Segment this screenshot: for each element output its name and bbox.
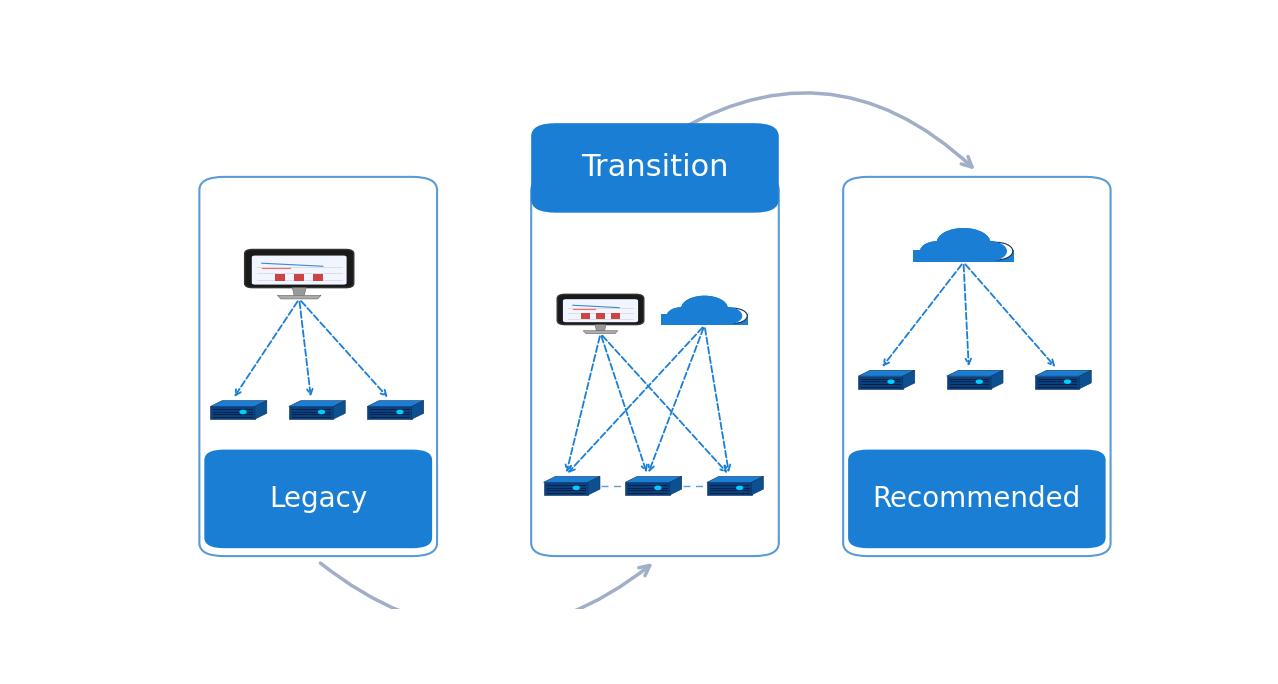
Circle shape: [979, 242, 1013, 260]
Circle shape: [397, 410, 403, 414]
FancyBboxPatch shape: [562, 299, 638, 322]
FancyBboxPatch shape: [843, 177, 1111, 556]
Polygon shape: [947, 370, 1003, 376]
Polygon shape: [670, 477, 681, 495]
Polygon shape: [992, 370, 1003, 389]
Circle shape: [722, 310, 744, 322]
Polygon shape: [1035, 370, 1091, 376]
Circle shape: [679, 306, 708, 321]
Circle shape: [667, 308, 698, 324]
Polygon shape: [277, 295, 321, 299]
Circle shape: [983, 244, 1010, 258]
Text: Legacy: Legacy: [270, 485, 367, 513]
Circle shape: [682, 296, 727, 321]
Polygon shape: [412, 401, 424, 419]
FancyBboxPatch shape: [557, 294, 644, 325]
FancyBboxPatch shape: [532, 123, 778, 213]
Polygon shape: [334, 401, 345, 419]
Polygon shape: [902, 370, 915, 389]
Bar: [596, 313, 606, 319]
Polygon shape: [1035, 376, 1080, 389]
Circle shape: [736, 486, 743, 490]
Polygon shape: [625, 482, 670, 495]
Circle shape: [718, 308, 748, 324]
Polygon shape: [947, 376, 992, 389]
Polygon shape: [211, 406, 254, 419]
Polygon shape: [543, 482, 588, 495]
Polygon shape: [661, 315, 749, 326]
Text: Recommended: Recommended: [873, 485, 1081, 513]
Polygon shape: [625, 477, 681, 482]
FancyArrowPatch shape: [657, 93, 973, 167]
Circle shape: [679, 306, 708, 321]
FancyArrowPatch shape: [321, 563, 649, 629]
Polygon shape: [543, 477, 599, 482]
Circle shape: [667, 308, 698, 324]
Circle shape: [970, 241, 1006, 261]
Polygon shape: [289, 406, 334, 419]
Bar: [294, 274, 304, 280]
Bar: [611, 313, 621, 319]
Bar: [313, 274, 323, 280]
Circle shape: [702, 306, 730, 321]
Circle shape: [934, 239, 967, 256]
Polygon shape: [367, 401, 424, 406]
Circle shape: [1065, 380, 1071, 383]
Polygon shape: [1080, 370, 1091, 389]
Circle shape: [976, 380, 983, 383]
Circle shape: [970, 241, 1006, 261]
Circle shape: [937, 228, 989, 256]
Polygon shape: [211, 401, 267, 406]
Circle shape: [656, 486, 661, 490]
Polygon shape: [293, 288, 307, 295]
Polygon shape: [367, 406, 412, 419]
FancyBboxPatch shape: [252, 256, 346, 285]
Polygon shape: [912, 250, 988, 262]
Polygon shape: [289, 401, 345, 406]
Circle shape: [888, 380, 895, 383]
FancyBboxPatch shape: [244, 250, 354, 288]
Circle shape: [960, 239, 993, 256]
FancyBboxPatch shape: [849, 449, 1105, 548]
Polygon shape: [912, 250, 1013, 262]
Circle shape: [934, 239, 967, 256]
Circle shape: [711, 308, 741, 324]
Circle shape: [682, 296, 727, 321]
Polygon shape: [707, 477, 763, 482]
FancyBboxPatch shape: [532, 177, 778, 556]
Circle shape: [937, 228, 989, 256]
FancyBboxPatch shape: [204, 449, 432, 548]
Polygon shape: [254, 401, 267, 419]
Polygon shape: [583, 330, 617, 334]
Circle shape: [318, 410, 325, 414]
Polygon shape: [596, 325, 606, 330]
Bar: [275, 274, 285, 280]
Circle shape: [240, 410, 247, 414]
Circle shape: [920, 241, 956, 261]
Polygon shape: [588, 477, 599, 495]
Bar: [580, 313, 590, 319]
Circle shape: [920, 241, 956, 261]
Polygon shape: [859, 376, 902, 389]
Polygon shape: [859, 370, 915, 376]
Polygon shape: [751, 477, 763, 495]
Text: Transition: Transition: [581, 153, 728, 183]
FancyBboxPatch shape: [199, 177, 437, 556]
Polygon shape: [707, 482, 751, 495]
Polygon shape: [661, 315, 726, 326]
Circle shape: [574, 486, 579, 490]
Circle shape: [711, 308, 741, 324]
